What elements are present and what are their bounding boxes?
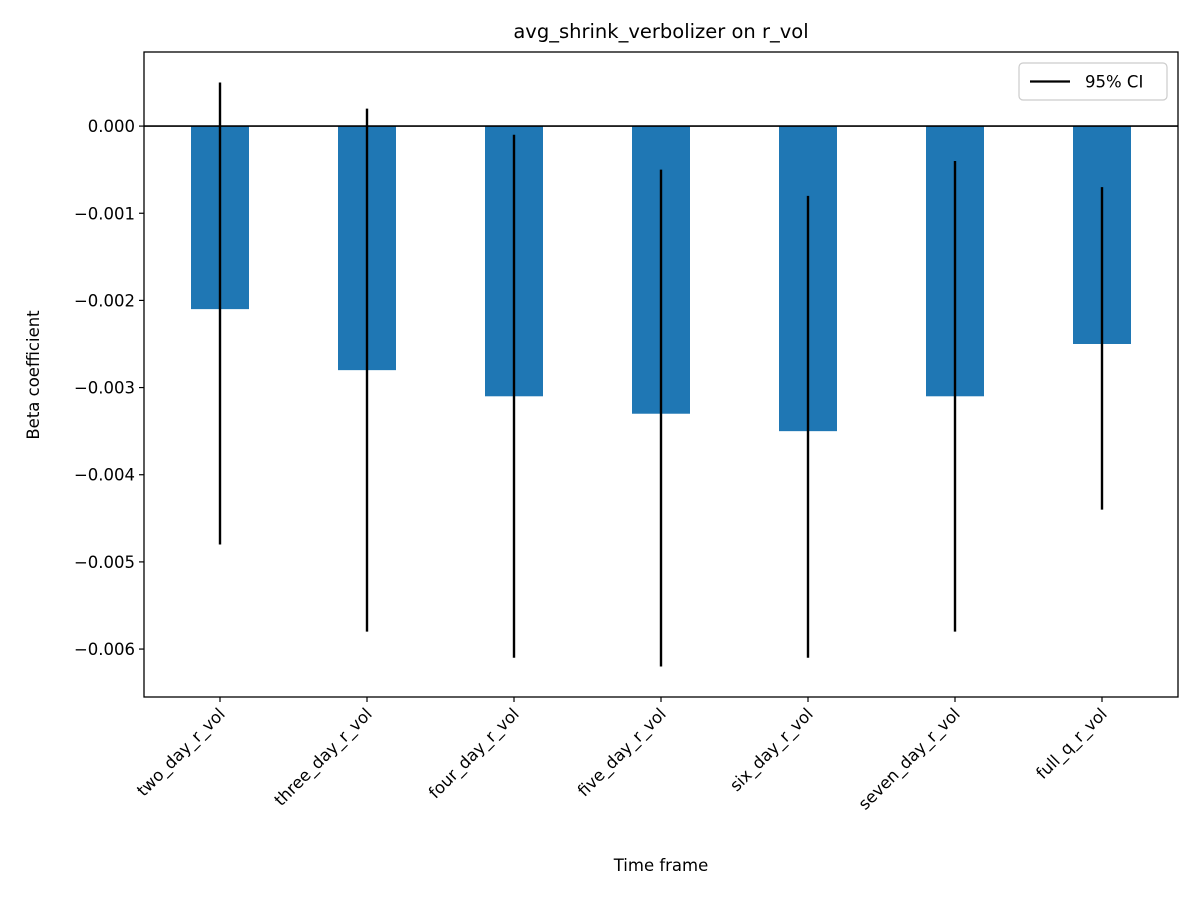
y-tick-label: −0.004 <box>74 466 135 485</box>
legend: 95% CI <box>1018 62 1168 101</box>
y-tick-label: −0.003 <box>74 379 135 398</box>
y-tick-label: −0.001 <box>74 204 135 223</box>
y-axis-title: Beta coefficient <box>24 310 43 440</box>
y-tick-label: −0.006 <box>74 640 135 659</box>
y-tick-label: −0.002 <box>74 291 135 310</box>
x-axis-title: Time frame <box>613 856 709 875</box>
legend-box <box>1018 62 1168 101</box>
y-tick-label: 0.000 <box>88 117 135 136</box>
legend-label: 95% CI <box>1085 73 1143 92</box>
y-tick-label: −0.005 <box>74 553 135 572</box>
plot-area: 0.000 −0.001 −0.002 −0.003 −0.004 −0.005 −0.00… <box>74 51 1179 814</box>
chart-title: avg_shrink_verbolizer on r_vol <box>513 20 808 43</box>
